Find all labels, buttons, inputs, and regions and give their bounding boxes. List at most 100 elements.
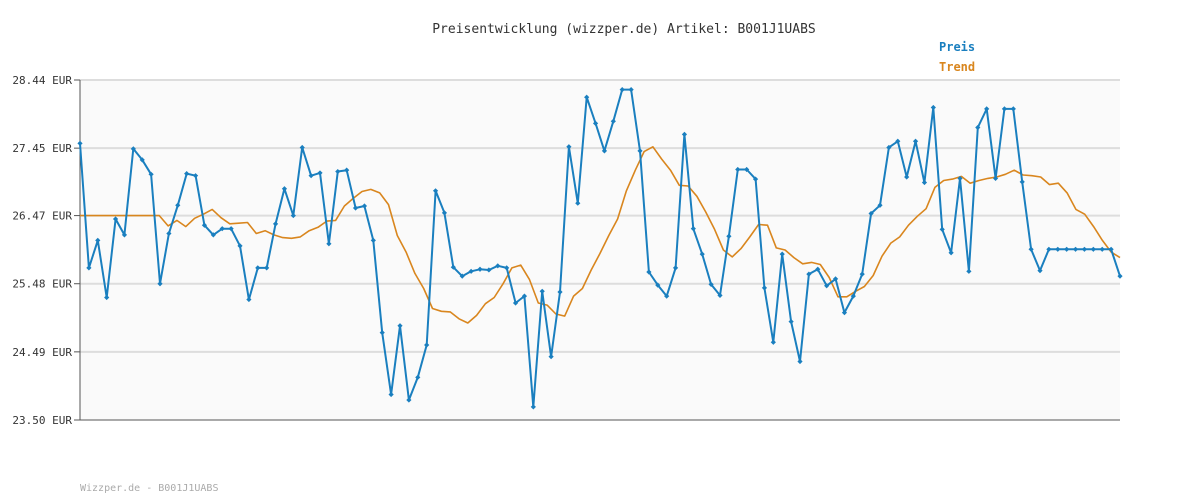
data-point <box>575 200 581 206</box>
data-point <box>184 171 190 177</box>
data-point <box>406 397 412 403</box>
data-point <box>752 176 759 182</box>
data-point <box>726 233 732 239</box>
data-point <box>912 138 919 144</box>
data-point <box>397 323 403 329</box>
data-point <box>655 282 661 288</box>
data-point <box>486 267 492 273</box>
data-point <box>450 264 456 270</box>
data-point <box>930 104 936 111</box>
data-point <box>637 148 643 154</box>
chart-title: Preisentwicklung (wizzper.de) Artikel: B… <box>432 22 816 37</box>
data-point <box>1072 246 1079 252</box>
data-point <box>424 342 430 348</box>
data-point <box>841 310 848 316</box>
data-point <box>281 186 288 192</box>
data-point <box>548 354 554 360</box>
data-point <box>459 273 465 279</box>
data-point <box>895 138 901 144</box>
data-point <box>886 144 892 151</box>
data-point <box>219 226 225 232</box>
data-point <box>121 232 128 238</box>
data-point <box>308 173 314 179</box>
trend-line <box>80 146 1121 324</box>
data-point <box>966 268 972 274</box>
data-point <box>1117 273 1123 279</box>
data-point <box>272 221 279 227</box>
data-point <box>948 250 954 256</box>
data-point <box>477 266 483 272</box>
data-point <box>815 266 821 272</box>
data-point <box>379 329 385 336</box>
data-point <box>157 281 163 287</box>
data-point <box>432 188 439 194</box>
data-point <box>130 146 136 152</box>
preis-series <box>77 87 1123 410</box>
data-point <box>335 168 341 175</box>
data-point <box>646 269 652 275</box>
data-point <box>566 144 572 150</box>
data-point <box>592 120 599 126</box>
data-point <box>664 293 670 299</box>
data-point <box>984 106 990 112</box>
data-point <box>139 157 145 163</box>
data-point <box>148 171 154 177</box>
data-point <box>1090 246 1096 252</box>
legend-preis: Preis <box>939 40 975 54</box>
data-point <box>699 251 705 257</box>
data-point <box>824 283 830 289</box>
data-point <box>850 293 856 299</box>
data-point <box>326 241 332 247</box>
data-point <box>957 175 963 182</box>
data-point <box>832 276 839 282</box>
data-point <box>86 265 92 271</box>
data-point <box>95 237 101 243</box>
data-point <box>175 202 181 208</box>
data-point <box>779 251 785 257</box>
data-point <box>495 263 501 269</box>
data-point <box>717 292 723 299</box>
data-point <box>1028 246 1034 252</box>
data-point <box>228 226 234 232</box>
data-point <box>1019 179 1025 185</box>
trend-series <box>80 146 1121 324</box>
y-tick-label: 28.44 EUR <box>12 74 72 87</box>
data-point <box>992 175 999 182</box>
data-point <box>761 285 768 291</box>
data-point <box>877 202 883 208</box>
data-point <box>530 404 536 410</box>
data-point <box>201 222 208 228</box>
data-point <box>1081 246 1088 252</box>
data-point <box>672 265 679 271</box>
data-point <box>584 94 590 100</box>
data-point <box>1001 106 1008 112</box>
y-tick-label: 23.50 EUR <box>12 414 72 427</box>
data-point <box>255 265 261 271</box>
data-point <box>859 271 865 277</box>
preis-line <box>79 88 1121 408</box>
data-point <box>1037 268 1043 274</box>
data-point <box>468 268 474 274</box>
data-point <box>299 144 305 151</box>
data-point <box>237 243 243 249</box>
data-point <box>352 205 359 211</box>
data-point <box>415 374 421 380</box>
data-point <box>192 173 199 179</box>
data-point <box>601 148 608 154</box>
data-point <box>317 170 323 176</box>
data-point <box>610 118 616 124</box>
data-point <box>1055 246 1061 252</box>
data-point <box>166 230 172 237</box>
y-tick-label: 26.47 EUR <box>12 210 72 223</box>
data-point <box>557 289 563 295</box>
data-point <box>112 216 119 222</box>
data-point <box>246 296 252 303</box>
data-point <box>788 318 794 325</box>
data-point <box>806 271 812 277</box>
data-point <box>628 87 634 93</box>
data-point <box>77 140 83 146</box>
data-point <box>868 210 874 217</box>
data-point <box>904 174 910 180</box>
y-axis-ticks: 28.44 EUR 27.45 EUR 26.47 EUR 25.48 EUR 24.4… <box>12 74 80 427</box>
data-point <box>290 212 296 219</box>
